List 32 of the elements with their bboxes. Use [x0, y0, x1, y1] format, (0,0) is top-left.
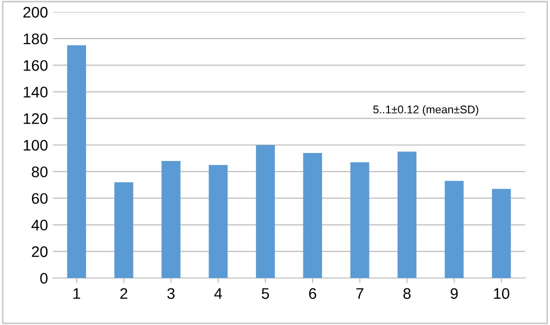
x-tick-label: 1 — [74, 288, 80, 299]
bar — [492, 188, 511, 278]
y-tick-label: 160 — [24, 60, 48, 71]
y-tick-label: 20 — [32, 246, 48, 258]
y-tick-label: 60 — [32, 193, 48, 204]
y-tick-label: 200 — [23, 6, 48, 18]
x-tick-label: 8 — [403, 288, 411, 299]
x-tick-label: 7 — [356, 288, 364, 299]
x-tick-label: 3 — [167, 288, 175, 299]
x-tick-label: 6 — [309, 288, 316, 299]
x-tick-label: 5 — [262, 288, 270, 299]
bar — [398, 152, 416, 278]
bar — [444, 180, 464, 278]
annotation: 5..1±0.12 (mean±SD) — [373, 105, 478, 116]
y-tick-label: 180 — [24, 33, 48, 44]
x-tick-label: 2 — [120, 288, 128, 299]
x-tick-label: 10 — [494, 288, 510, 299]
bar — [256, 145, 275, 278]
y-tick-label: 0 — [40, 272, 48, 284]
bar — [114, 182, 134, 278]
bar — [303, 152, 322, 278]
x-tick-label: 9 — [450, 288, 458, 299]
x-tick-label: 4 — [214, 288, 222, 299]
bar — [350, 162, 370, 278]
y-tick-label: 120 — [24, 113, 48, 124]
y-tick-label: 40 — [32, 220, 48, 230]
y-tick-label: 80 — [32, 166, 48, 178]
bar — [67, 45, 86, 278]
y-tick-label: 100 — [24, 140, 48, 151]
y-tick-label: 140 — [24, 86, 48, 98]
bar — [208, 164, 228, 278]
bar — [162, 160, 180, 278]
